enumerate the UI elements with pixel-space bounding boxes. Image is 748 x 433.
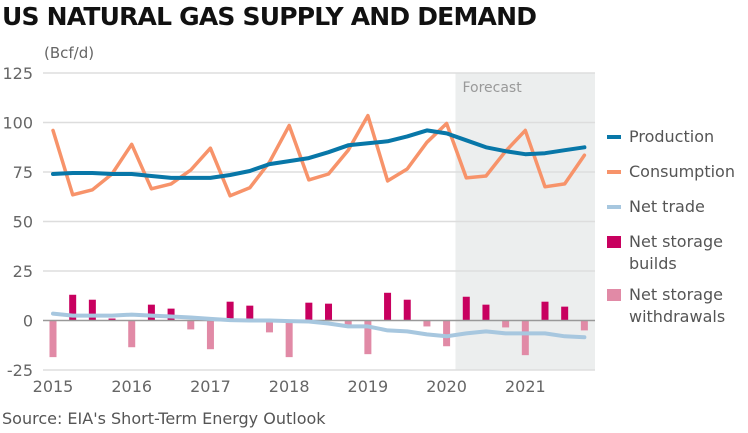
legend-item-production: Production [607, 126, 714, 148]
bar-net-storage-builds [384, 292, 392, 321]
x-tick-label: 2020 [426, 377, 467, 396]
bar-net-storage-builds [561, 306, 569, 321]
bar-net-storage-withdrawals [443, 320, 451, 347]
bar-net-storage-withdrawals [344, 320, 352, 326]
x-tick-label: 2017 [190, 377, 231, 396]
y-tick-label: -25 [7, 361, 33, 380]
y-axis-unit-label: (Bcf/d) [44, 44, 95, 62]
bar-net-storage-builds [541, 301, 549, 321]
bar-net-storage-builds [305, 302, 313, 321]
bar-net-storage-builds [108, 318, 116, 321]
bar-net-storage-withdrawals [423, 320, 431, 327]
bar-net-storage-builds [147, 304, 155, 321]
bar-net-storage-withdrawals [187, 320, 195, 330]
bars-layer [49, 292, 588, 358]
bar-net-storage-withdrawals [128, 320, 136, 348]
legend-label: Net storage builds [629, 232, 723, 273]
bar-net-storage-withdrawals [521, 320, 529, 356]
legend-item-net-storage-builds: Net storage builds [607, 231, 723, 275]
bar-net-storage-builds [482, 304, 490, 321]
bar-net-storage-withdrawals [580, 320, 588, 331]
y-tick-label: 50 [13, 213, 33, 232]
legend-swatch-production [607, 135, 621, 139]
bar-net-storage-builds [325, 303, 333, 321]
bar-net-storage-builds [403, 299, 411, 321]
y-tick-label: 25 [13, 262, 33, 281]
legend-label: Net storage withdrawals [629, 285, 726, 326]
legend-label: Production [629, 127, 715, 146]
x-tick-label: 2018 [269, 377, 310, 396]
bar-net-storage-withdrawals [265, 320, 273, 333]
legend-swatch-builds [607, 236, 621, 248]
bar-net-storage-builds [246, 305, 254, 321]
bar-net-storage-builds [462, 296, 470, 321]
legend-swatch-withdrawals [607, 289, 621, 301]
legend-label: Consumption [629, 162, 735, 181]
line-net-trade [51, 311, 587, 340]
x-tick-label: 2019 [348, 377, 389, 396]
chart-title: US NATURAL GAS SUPPLY AND DEMAND [2, 2, 537, 31]
legend-swatch-consumption [607, 170, 621, 174]
source-note: Source: EIA's Short-Term Energy Outlook [2, 409, 326, 428]
y-tick-label: 100 [2, 114, 33, 133]
y-tick-label: 125 [2, 64, 33, 83]
forecast-label: Forecast [462, 80, 522, 96]
line-consumption [51, 113, 587, 198]
bar-net-storage-withdrawals [206, 320, 214, 350]
bar-net-storage-withdrawals [285, 320, 293, 358]
bar-net-storage-builds [88, 299, 96, 321]
legend-item-net-trade: Net trade [607, 196, 705, 218]
x-tick-label: 2016 [111, 377, 152, 396]
bar-net-storage-withdrawals [502, 320, 510, 328]
lines-layer [51, 113, 587, 340]
legend-item-consumption: Consumption [607, 161, 735, 183]
legend-label: Net trade [629, 197, 705, 216]
x-tick-label: 2021 [505, 377, 546, 396]
bar-net-storage-withdrawals [364, 320, 372, 355]
x-tick-label: 2015 [33, 377, 74, 396]
legend-swatch-net-trade [607, 205, 621, 209]
bar-net-storage-withdrawals [49, 320, 57, 358]
legend-item-net-storage-withdrawals: Net storage withdrawals [607, 284, 725, 328]
bar-net-storage-builds [226, 301, 234, 321]
bar-net-storage-builds [69, 294, 77, 321]
y-tick-label: 75 [13, 163, 33, 182]
y-tick-label: 0 [23, 312, 33, 331]
gridlines-layer [43, 72, 595, 371]
line-production [51, 128, 587, 180]
